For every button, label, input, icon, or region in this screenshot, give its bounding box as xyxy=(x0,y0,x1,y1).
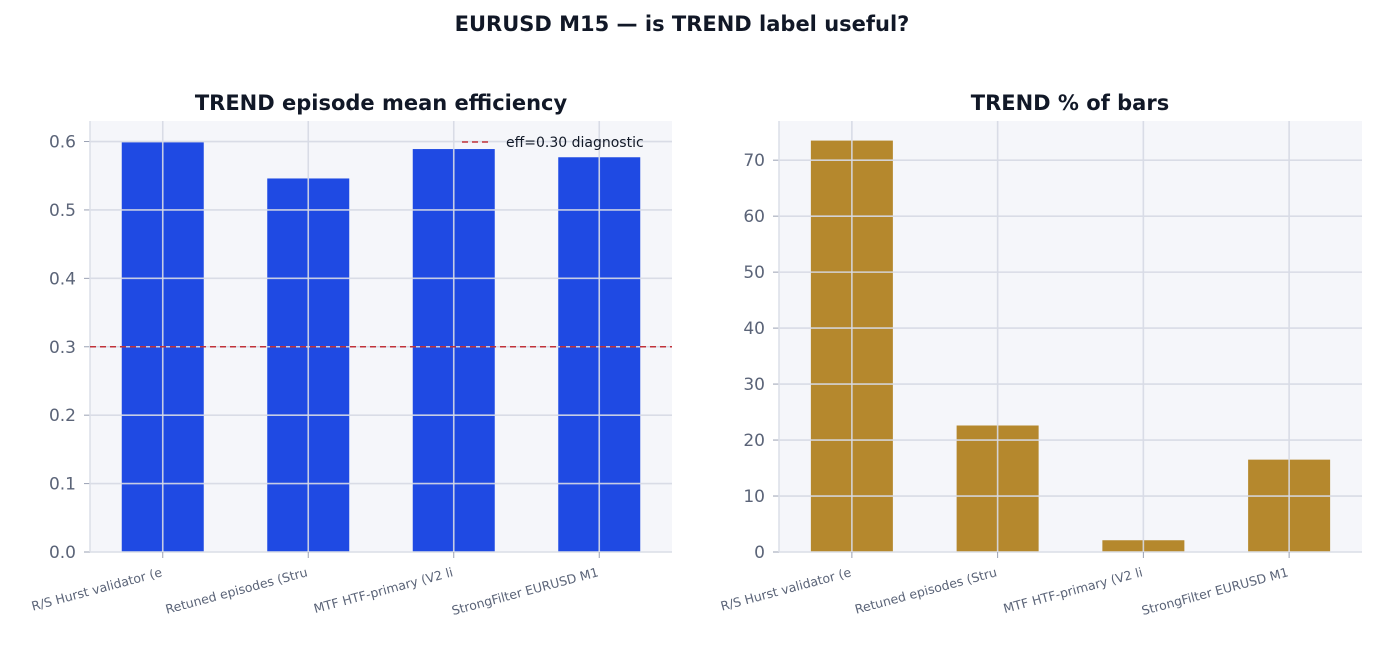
efficiency-x-tick-label: StrongFilter EURUSD M1 xyxy=(450,564,600,618)
figure-suptitle: EURUSD M15 — is TREND label useful? xyxy=(455,12,910,36)
percent-y-tick-label: 0 xyxy=(754,543,765,563)
percent-chart-panel: 0 10 20 30 40 50 60 70 TREND % of bars R/S Hurst… xyxy=(719,91,1362,618)
percent-y-tick-label: 60 xyxy=(743,207,765,227)
efficiency-legend-label: eff=0.30 diagnostic xyxy=(506,135,644,151)
percent-y-tick-label: 10 xyxy=(743,487,765,507)
percent-x-tick-label: MTF HTF-primary (V2 li xyxy=(1002,564,1145,616)
efficiency-chart-panel: 0.0 0.1 0.2 0.3 0.4 0.5 0.6 TREND episode mean … xyxy=(30,91,672,618)
efficiency-y-tick-label: 0.2 xyxy=(49,406,76,426)
percent-x-tick-label: R/S Hurst validator (e xyxy=(719,564,853,613)
percent-x-tick-label: Retuned episodes (Stru xyxy=(853,564,998,616)
percent-y-tick-label: 40 xyxy=(743,319,765,339)
efficiency-x-tick-label: MTF HTF-primary (V2 li xyxy=(312,564,455,616)
efficiency-y-tick-label: 0.5 xyxy=(49,201,76,221)
efficiency-y-tick-label: 0.4 xyxy=(49,269,76,289)
efficiency-y-tick-label: 0.6 xyxy=(49,133,76,153)
percent-x-tick-label: StrongFilter EURUSD M1 xyxy=(1140,564,1290,618)
percent-y-tick-label: 20 xyxy=(743,431,765,451)
efficiency-x-tick-label: R/S Hurst validator (e xyxy=(30,564,164,613)
efficiency-chart-title: TREND episode mean efficiency xyxy=(195,91,568,115)
percent-y-tick-label: 30 xyxy=(743,375,765,395)
percent-y-tick-label: 50 xyxy=(743,263,765,283)
percent-y-tick-label: 70 xyxy=(743,151,765,171)
efficiency-x-tick-label: Retuned episodes (Stru xyxy=(164,564,309,616)
efficiency-y-tick-label: 0.0 xyxy=(49,543,76,563)
efficiency-y-tick-label: 0.3 xyxy=(49,338,76,358)
percent-chart-title: TREND % of bars xyxy=(971,91,1169,115)
efficiency-y-tick-label: 0.1 xyxy=(49,475,76,495)
